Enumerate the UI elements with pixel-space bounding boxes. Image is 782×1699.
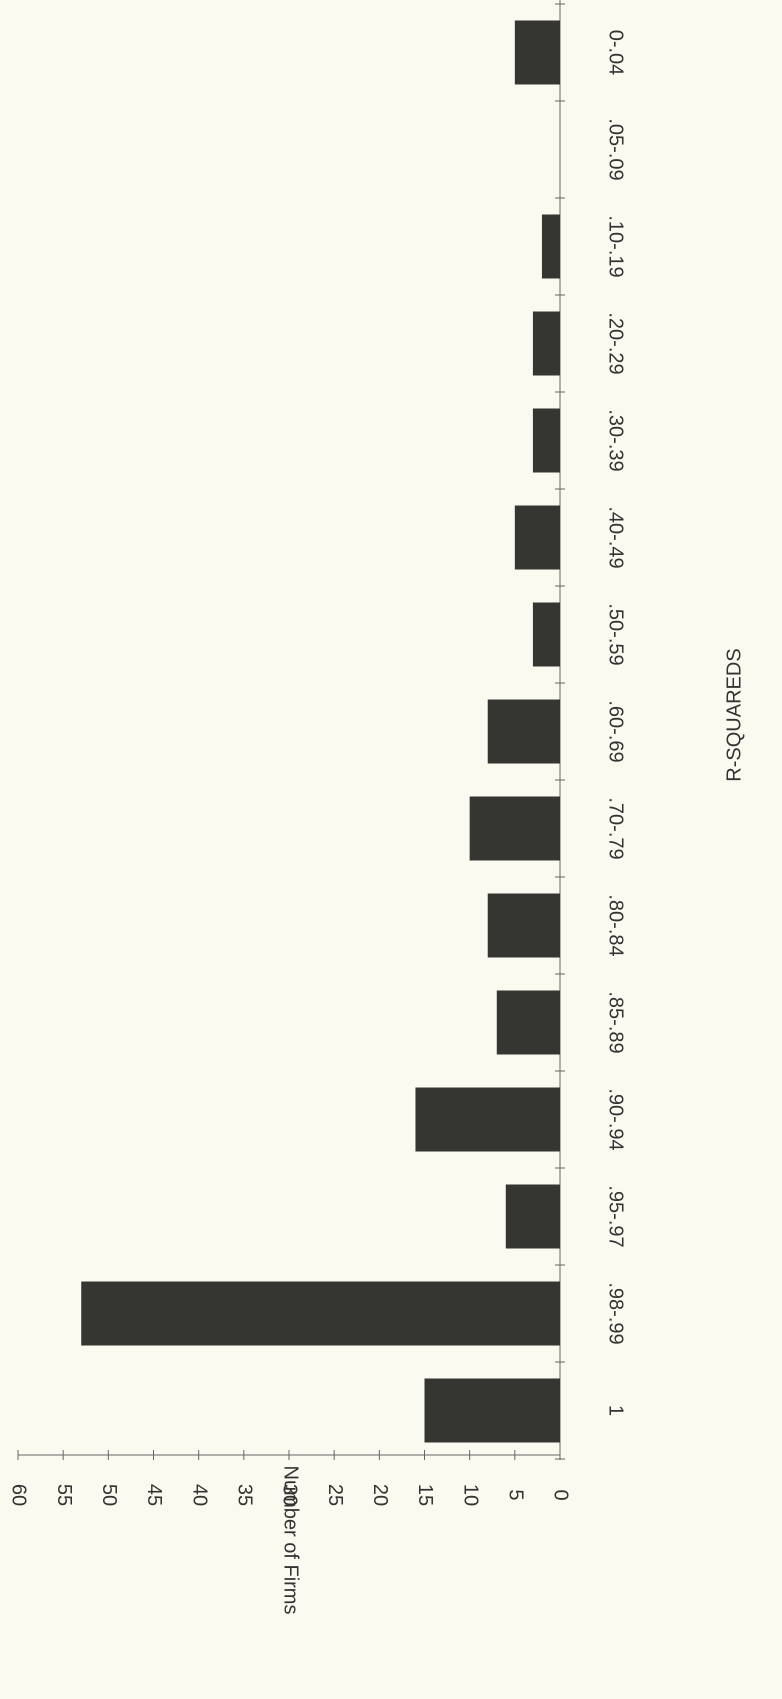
bar xyxy=(532,602,560,667)
x-tick-label: .70-.79 xyxy=(605,797,627,859)
x-tick-label: .60-.69 xyxy=(605,700,627,762)
y-tick-label: 15 xyxy=(414,1484,436,1506)
y-tick-label: 50 xyxy=(98,1484,120,1506)
bar xyxy=(514,20,560,85)
x-tick-label: .98-.99 xyxy=(605,1282,627,1344)
bar xyxy=(514,505,560,570)
bar xyxy=(532,408,560,473)
x-tick-label: .40-.49 xyxy=(605,506,627,568)
x-axis-title: R-SQUAREDS xyxy=(723,648,745,781)
x-tick-label: .30-.39 xyxy=(605,409,627,471)
bar xyxy=(424,1378,560,1443)
y-tick-label: 20 xyxy=(369,1484,391,1506)
y-tick-label: 5 xyxy=(505,1489,527,1500)
x-tick-label: .10-.19 xyxy=(605,215,627,277)
y-tick-label: 0 xyxy=(550,1489,572,1500)
x-tick-label: .80-.84 xyxy=(605,894,627,956)
bar xyxy=(532,311,560,376)
y-tick-label: 60 xyxy=(8,1484,30,1506)
y-tick-label: 10 xyxy=(459,1484,481,1506)
x-tick-label: .05-.09 xyxy=(605,118,627,180)
y-axis-title: Number of Firms xyxy=(280,1466,302,1615)
y-tick-label: 40 xyxy=(188,1484,210,1506)
y-tick-label: 35 xyxy=(234,1484,256,1506)
x-tick-label: .85-.89 xyxy=(605,991,627,1053)
x-tick-label: .20-.29 xyxy=(605,312,627,374)
x-tick-label: .90-.94 xyxy=(605,1088,627,1150)
bar xyxy=(415,1087,560,1152)
x-tick-label: .95-.97 xyxy=(605,1185,627,1247)
x-tick-label: 0-.04 xyxy=(605,30,627,76)
y-tick-label: 45 xyxy=(143,1484,165,1506)
bar xyxy=(496,990,560,1055)
y-tick-label: 30 xyxy=(279,1484,301,1506)
bar xyxy=(541,214,560,279)
bar xyxy=(505,1184,560,1249)
bar xyxy=(487,893,560,958)
bar xyxy=(469,796,560,861)
bar xyxy=(487,699,560,764)
x-tick-label: 1 xyxy=(605,1405,627,1416)
y-tick-label: 55 xyxy=(53,1484,75,1506)
x-tick-label: .50-.59 xyxy=(605,603,627,665)
y-tick-label: 25 xyxy=(324,1484,346,1506)
bar xyxy=(81,1281,560,1346)
